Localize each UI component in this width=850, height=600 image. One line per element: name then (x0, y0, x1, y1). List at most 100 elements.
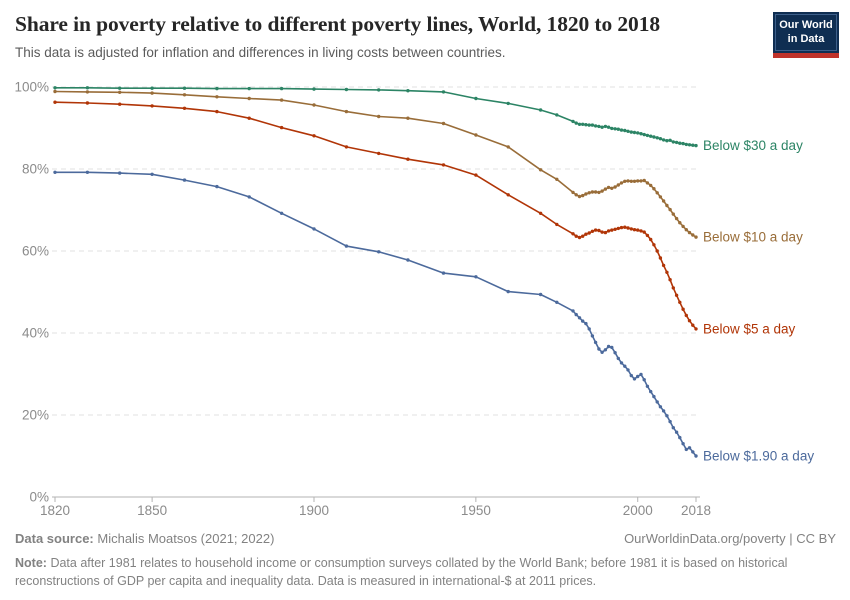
series-point-below-1.90-a-day-1990 (603, 348, 608, 352)
series-point-below-10-a-day-2015 (684, 228, 688, 232)
series-point-below-10-a-day-1995 (619, 181, 624, 185)
series-point-below-1.90-a-day-1982 (577, 316, 582, 320)
series-point-below-5-a-day-1982 (577, 235, 582, 240)
series-point-below-30-a-day-1860 (182, 86, 187, 90)
series-line-below-10-a-day (54, 90, 697, 238)
chart-note: Note: Data after 1981 relates to househo… (15, 554, 827, 590)
series-point-below-5-a-day-1990 (603, 230, 608, 235)
series-line-below-1.90-a-day (54, 171, 697, 457)
series-point-below-1.90-a-day-1989 (600, 350, 604, 354)
series-point-below-10-a-day-1996 (623, 179, 627, 183)
series-point-below-30-a-day-2001 (639, 132, 643, 136)
series-point-below-10-a-day-2002 (642, 178, 646, 183)
series-point-below-30-a-day-1999 (632, 130, 637, 135)
series-point-below-30-a-day-1992 (610, 126, 614, 131)
series-point-below-30-a-day-2010 (668, 138, 672, 142)
series-line-below-5-a-day (54, 101, 697, 330)
data-source-label: Data source: (15, 531, 94, 546)
series-point-below-30-a-day-1998 (629, 130, 633, 134)
series-point-below-1.90-a-day-1994 (616, 356, 620, 361)
series-point-below-1.90-a-day-1995 (619, 361, 624, 365)
series-point-below-10-a-day-1850 (150, 91, 154, 95)
series-point-below-30-a-day-2000 (636, 131, 640, 135)
series-point-below-10-a-day-1975 (555, 177, 559, 181)
series-point-below-5-a-day-1988 (597, 228, 601, 233)
series-label-below-10-a-day[interactable]: Below $10 a day (703, 230, 803, 245)
y-axis-label-80: 80% (22, 162, 49, 177)
attribution-link[interactable]: OurWorldinData.org/poverty | CC BY (624, 531, 836, 546)
note-text: Data after 1981 relates to household inc… (15, 556, 788, 589)
series-point-below-5-a-day-1998 (629, 227, 633, 231)
series-point-below-1.90-a-day-1880 (247, 195, 251, 199)
series-point-below-10-a-day-2001 (639, 179, 643, 183)
series-point-below-1.90-a-day-2017 (691, 450, 695, 454)
series-point-below-1.90-a-day-1985 (587, 327, 591, 331)
series-point-below-1.90-a-day-2001 (639, 372, 643, 377)
series-point-below-1.90-a-day-2011 (671, 426, 675, 430)
series-point-below-5-a-day-2003 (645, 233, 650, 238)
series-point-below-5-a-day-2008 (661, 263, 666, 268)
series-point-below-10-a-day-1910 (344, 109, 349, 114)
y-axis-label-40: 40% (22, 326, 49, 341)
x-axis-label-2000: 2000 (623, 503, 653, 518)
series-point-below-1.90-a-day-1860 (182, 178, 187, 182)
series-point-below-10-a-day-1870 (215, 95, 219, 99)
series-point-below-5-a-day-1997 (626, 226, 630, 230)
series-point-below-10-a-day-1988 (597, 190, 601, 195)
series-point-below-1.90-a-day-1998 (629, 373, 633, 378)
series-point-below-10-a-day-1994 (616, 183, 620, 187)
series-point-below-30-a-day-1929 (406, 89, 410, 93)
series-point-below-10-a-day-1980 (571, 190, 575, 195)
owid-logo[interactable]: Our World in Data (773, 12, 839, 58)
series-point-below-5-a-day-1999 (632, 228, 637, 232)
series-point-below-30-a-day-1870 (215, 86, 219, 91)
series-point-below-5-a-day-1991 (606, 229, 611, 233)
series-point-below-5-a-day-1940 (441, 163, 446, 167)
series-point-below-1.90-a-day-2006 (655, 400, 659, 404)
series-point-below-30-a-day-1850 (150, 86, 154, 90)
series-point-below-10-a-day-2013 (678, 221, 682, 225)
series-point-below-30-a-day-1820 (53, 86, 57, 90)
series-label-below-5-a-day[interactable]: Below $5 a day (703, 321, 796, 336)
series-point-below-1.90-a-day-2007 (658, 405, 663, 409)
x-axis-label-1950: 1950 (461, 503, 491, 518)
series-point-below-1.90-a-day-1992 (610, 345, 614, 350)
series-point-below-10-a-day-2014 (681, 224, 685, 229)
series-point-below-10-a-day-2003 (645, 181, 650, 185)
series-point-below-5-a-day-1981 (574, 234, 578, 238)
series-point-below-10-a-day-1989 (600, 189, 604, 193)
series-point-below-1.90-a-day-2009 (665, 414, 669, 418)
series-point-below-30-a-day-1985 (587, 123, 591, 127)
series-point-below-30-a-day-2014 (681, 141, 685, 146)
series-point-below-1.90-a-day-1900 (312, 227, 316, 231)
x-axis-label-1820: 1820 (40, 503, 70, 518)
series-point-below-1.90-a-day-2004 (649, 389, 653, 394)
series-point-below-10-a-day-1830 (85, 90, 90, 94)
series-point-below-10-a-day-1999 (632, 179, 637, 183)
series-point-below-10-a-day-2009 (665, 203, 669, 208)
y-axis-label-0: 0% (29, 490, 49, 505)
series-point-below-5-a-day-2014 (681, 307, 685, 311)
series-point-below-1.90-a-day-1820 (53, 170, 57, 174)
series-point-below-10-a-day-1950 (474, 133, 478, 137)
series-point-below-10-a-day-2016 (687, 230, 692, 235)
series-point-below-10-a-day-1984 (584, 192, 588, 196)
series-point-below-10-a-day-2017 (691, 233, 695, 237)
series-point-below-30-a-day-1940 (441, 90, 446, 94)
series-point-below-30-a-day-2012 (674, 140, 679, 145)
series-point-below-1.90-a-day-2010 (668, 419, 672, 424)
series-label-below-30-a-day[interactable]: Below $30 a day (703, 138, 803, 153)
series-point-below-5-a-day-1986 (590, 229, 595, 233)
series-point-below-30-a-day-1982 (577, 122, 582, 127)
series-label-below-1.90-a-day[interactable]: Below $1.90 a day (703, 449, 814, 464)
series-point-below-5-a-day-1860 (182, 106, 187, 111)
series-point-below-5-a-day-1910 (344, 145, 349, 149)
series-point-below-10-a-day-1993 (613, 185, 617, 189)
series-point-below-30-a-day-2008 (661, 138, 666, 142)
series-point-below-10-a-day-1992 (610, 186, 614, 190)
series-point-below-10-a-day-1987 (593, 190, 598, 194)
series-point-below-1.90-a-day-1890 (279, 211, 284, 215)
series-point-below-10-a-day-1985 (587, 191, 591, 195)
series-point-below-30-a-day-1993 (613, 127, 617, 131)
series-point-below-1.90-a-day-1980 (571, 309, 575, 313)
